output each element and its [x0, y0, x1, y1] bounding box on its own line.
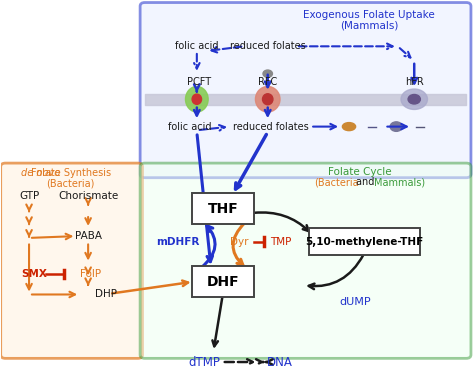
Text: (Mammals): (Mammals) — [340, 20, 399, 30]
Text: DNA: DNA — [266, 356, 292, 369]
Text: folic acid: folic acid — [175, 41, 219, 51]
Text: GTP: GTP — [19, 191, 39, 201]
Text: 5,10-methylene-THF: 5,10-methylene-THF — [305, 236, 424, 246]
Text: DHP: DHP — [95, 289, 117, 299]
FancyBboxPatch shape — [140, 163, 471, 359]
Ellipse shape — [185, 87, 208, 112]
Circle shape — [263, 70, 273, 77]
Text: DHF: DHF — [207, 275, 239, 289]
Text: Dyr: Dyr — [230, 236, 249, 246]
Text: hFR: hFR — [405, 77, 424, 87]
Ellipse shape — [263, 94, 273, 105]
FancyBboxPatch shape — [0, 163, 143, 359]
Text: Mammals): Mammals) — [374, 178, 426, 188]
Text: TMP: TMP — [270, 236, 292, 246]
Text: mDHFR: mDHFR — [156, 236, 200, 246]
Circle shape — [408, 94, 420, 104]
Text: folic acid: folic acid — [168, 122, 211, 132]
Text: RFC: RFC — [258, 77, 277, 87]
Text: reduced folates: reduced folates — [233, 122, 309, 132]
Text: reduced folates: reduced folates — [230, 41, 306, 51]
Text: FolP: FolP — [80, 269, 101, 279]
Text: THF: THF — [208, 202, 238, 216]
Circle shape — [401, 89, 428, 110]
Text: PABA: PABA — [74, 231, 101, 241]
Text: de novo: de novo — [21, 168, 61, 178]
Text: (Bacteria: (Bacteria — [314, 178, 358, 188]
FancyBboxPatch shape — [309, 228, 420, 255]
Circle shape — [390, 122, 402, 131]
Ellipse shape — [255, 87, 280, 112]
Ellipse shape — [342, 122, 356, 131]
Text: Folate Cycle: Folate Cycle — [328, 167, 392, 177]
Text: dUMP: dUMP — [339, 297, 371, 307]
Ellipse shape — [192, 94, 201, 104]
FancyBboxPatch shape — [192, 266, 254, 297]
Text: dTMP: dTMP — [188, 356, 220, 369]
Text: (Bacteria): (Bacteria) — [46, 178, 95, 188]
Text: SMX: SMX — [21, 269, 47, 279]
Text: Chorismate: Chorismate — [58, 191, 118, 201]
Text: and: and — [356, 178, 378, 188]
Text: PCFT: PCFT — [187, 77, 211, 87]
FancyBboxPatch shape — [140, 3, 471, 178]
FancyBboxPatch shape — [192, 194, 254, 224]
Text: Exogenous Folate Uptake: Exogenous Folate Uptake — [303, 10, 435, 20]
Text: Folate Synthesis: Folate Synthesis — [31, 168, 111, 178]
